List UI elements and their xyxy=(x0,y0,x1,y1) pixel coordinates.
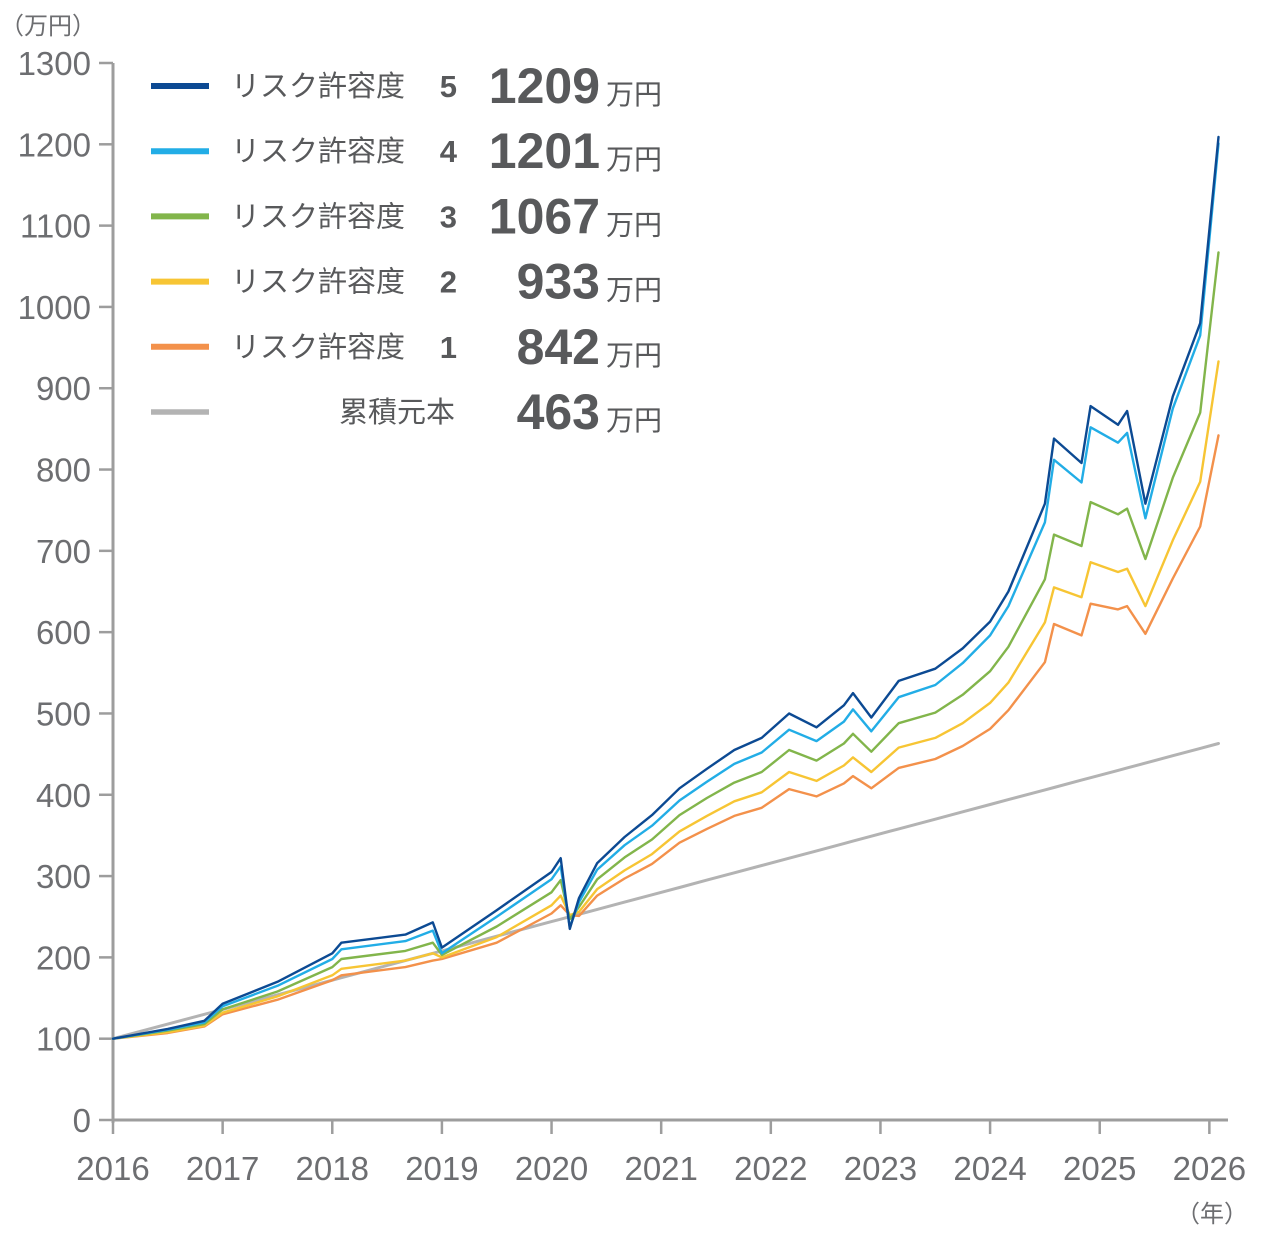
x-axis: 2016 2017 2018 2019 2020 2021 2022 2023 2024 2025… xyxy=(76,1118,1246,1187)
legend-unit: 万円 xyxy=(606,208,662,241)
legend-level: 5 xyxy=(440,69,457,104)
y-axis: 0 100 200 300 400 500 600 700 800 900 1000 1100 1200… xyxy=(18,45,115,1139)
legend-label: 累積元本 xyxy=(339,395,455,429)
x-unit-label: （年） xyxy=(1176,1200,1248,1228)
series-line-risk5 xyxy=(111,135,1220,1040)
legend-label: リスク許容度 xyxy=(231,69,405,103)
series-line-risk2 xyxy=(111,360,1220,1040)
legend-value-risk2: 933 xyxy=(517,254,600,310)
legend-level: 4 xyxy=(440,134,458,169)
legend-label: リスク許容度 xyxy=(231,265,405,299)
series-line-risk3 xyxy=(111,251,1220,1040)
x-tick-label: 2020 xyxy=(515,1150,588,1187)
legend-unit: 万円 xyxy=(606,404,662,437)
y-tick-label: 300 xyxy=(36,858,91,895)
y-unit-label: （万円） xyxy=(0,12,96,40)
y-tick-label: 900 xyxy=(36,370,91,407)
legend-value-risk3: 1067 xyxy=(489,188,600,244)
x-tick-label: 2024 xyxy=(953,1150,1026,1187)
series-line-risk1 xyxy=(111,434,1220,1040)
legend-unit: 万円 xyxy=(606,274,662,307)
x-tick-label: 2018 xyxy=(296,1150,369,1187)
x-tick-label: 2021 xyxy=(624,1150,697,1187)
legend-value-principal: 463 xyxy=(517,384,600,440)
legend-value-risk1: 842 xyxy=(517,319,600,375)
y-tick-label: 1000 xyxy=(18,289,91,326)
legend-label: リスク許容度 xyxy=(231,199,405,233)
series-line-principal xyxy=(111,742,1220,1041)
y-tick-label: 600 xyxy=(36,614,91,651)
x-tick-label: 2025 xyxy=(1063,1150,1136,1187)
x-tick-label: 2023 xyxy=(844,1150,917,1187)
y-tick-label: 700 xyxy=(36,533,91,570)
x-tick-label: 2022 xyxy=(734,1150,807,1187)
legend-label: リスク許容度 xyxy=(231,330,405,364)
legend-value-risk4: 1201 xyxy=(489,123,600,179)
legend-level: 1 xyxy=(440,330,457,365)
legend-value-risk5: 1209 xyxy=(489,58,600,114)
x-tick-label: 2019 xyxy=(405,1150,478,1187)
series-line-risk4 xyxy=(111,142,1220,1040)
y-tick-label: 1100 xyxy=(20,208,91,245)
legend-level: 3 xyxy=(440,199,457,234)
x-tick-label: 2016 xyxy=(76,1150,149,1187)
y-tick-label: 0 xyxy=(73,1102,91,1139)
legend-unit: 万円 xyxy=(606,339,662,372)
legend-label: リスク許容度 xyxy=(231,134,405,168)
x-tick-label: 2026 xyxy=(1173,1150,1246,1187)
legend-unit: 万円 xyxy=(606,78,662,111)
y-tick-label: 500 xyxy=(36,695,91,732)
y-tick-label: 1300 xyxy=(18,45,91,82)
legend-unit: 万円 xyxy=(606,143,662,176)
legend-level: 2 xyxy=(440,265,457,300)
y-tick-label: 200 xyxy=(36,939,91,976)
series-lines xyxy=(111,135,1220,1041)
y-tick-label: 400 xyxy=(36,777,91,814)
y-tick-label: 1200 xyxy=(18,126,91,163)
x-tick-label: 2017 xyxy=(186,1150,259,1187)
y-tick-label: 800 xyxy=(36,452,91,489)
y-tick-label: 100 xyxy=(36,1021,91,1058)
